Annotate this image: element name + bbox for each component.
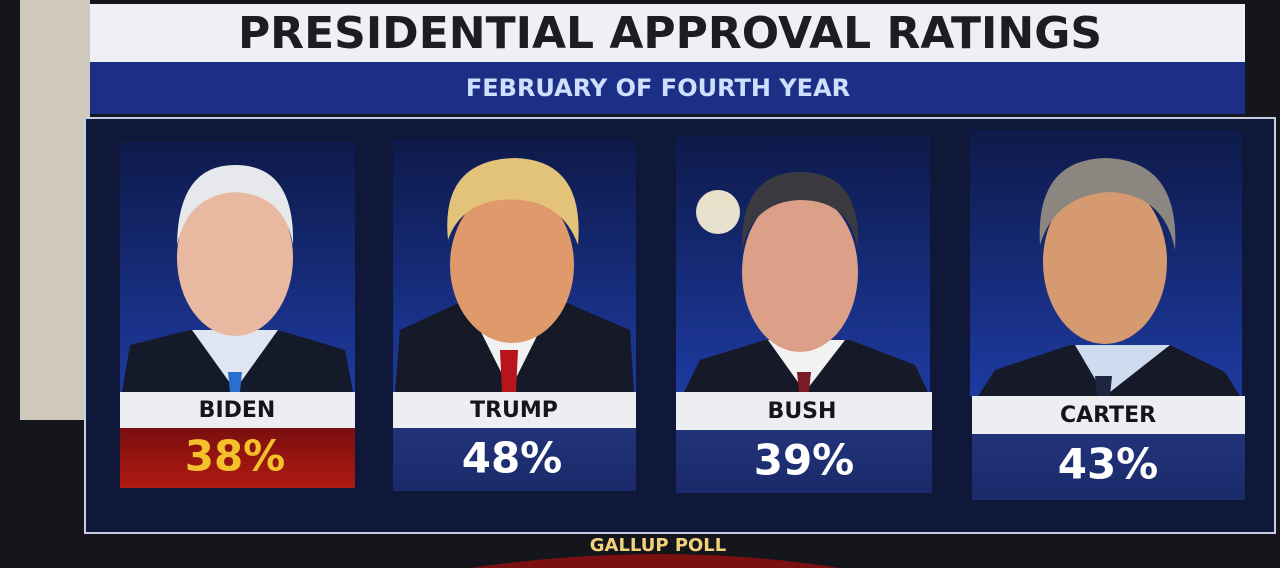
tie <box>500 350 518 392</box>
card: TRUMP 48% <box>393 140 636 491</box>
value-bar <box>676 430 932 493</box>
title: PRESIDENTIAL APPROVAL RATINGS <box>238 8 1102 59</box>
subtitle-bar <box>90 62 1245 114</box>
card: BUSH 39% <box>676 136 932 493</box>
card-value: 43% <box>1058 440 1159 489</box>
face <box>450 187 574 343</box>
value-bar <box>120 428 355 488</box>
card: BIDEN 38% <box>120 142 355 488</box>
shirt <box>768 340 845 392</box>
face <box>1043 180 1167 344</box>
name-bar <box>120 392 355 428</box>
wall <box>20 0 90 420</box>
title-bar <box>90 4 1245 62</box>
footer: GALLUP POLL <box>590 535 727 556</box>
hair <box>447 158 579 245</box>
name-bar <box>393 392 636 428</box>
glare <box>696 190 740 234</box>
hair <box>741 172 859 250</box>
card-name: BIDEN <box>199 398 276 423</box>
card: CARTER 43% <box>970 130 1245 500</box>
face <box>177 180 293 336</box>
value-bar <box>393 428 636 491</box>
value-bar <box>972 434 1245 500</box>
shirt <box>192 330 278 390</box>
tie <box>1095 376 1112 396</box>
footer-arc <box>470 554 840 568</box>
face <box>742 192 858 352</box>
subtitle: FEBRUARY OF FOURTH YEAR <box>466 74 850 102</box>
hair <box>177 165 294 245</box>
card-value: 38% <box>185 432 286 481</box>
card-name: TRUMP <box>470 398 558 423</box>
card-name: BUSH <box>768 399 837 424</box>
name-bar <box>972 396 1245 434</box>
card-value: 48% <box>462 434 563 483</box>
card-name: CARTER <box>1060 403 1156 428</box>
tie <box>797 372 811 392</box>
name-bar <box>676 392 932 430</box>
card-value: 39% <box>754 436 855 485</box>
hair <box>1039 158 1176 250</box>
tie <box>228 372 242 392</box>
